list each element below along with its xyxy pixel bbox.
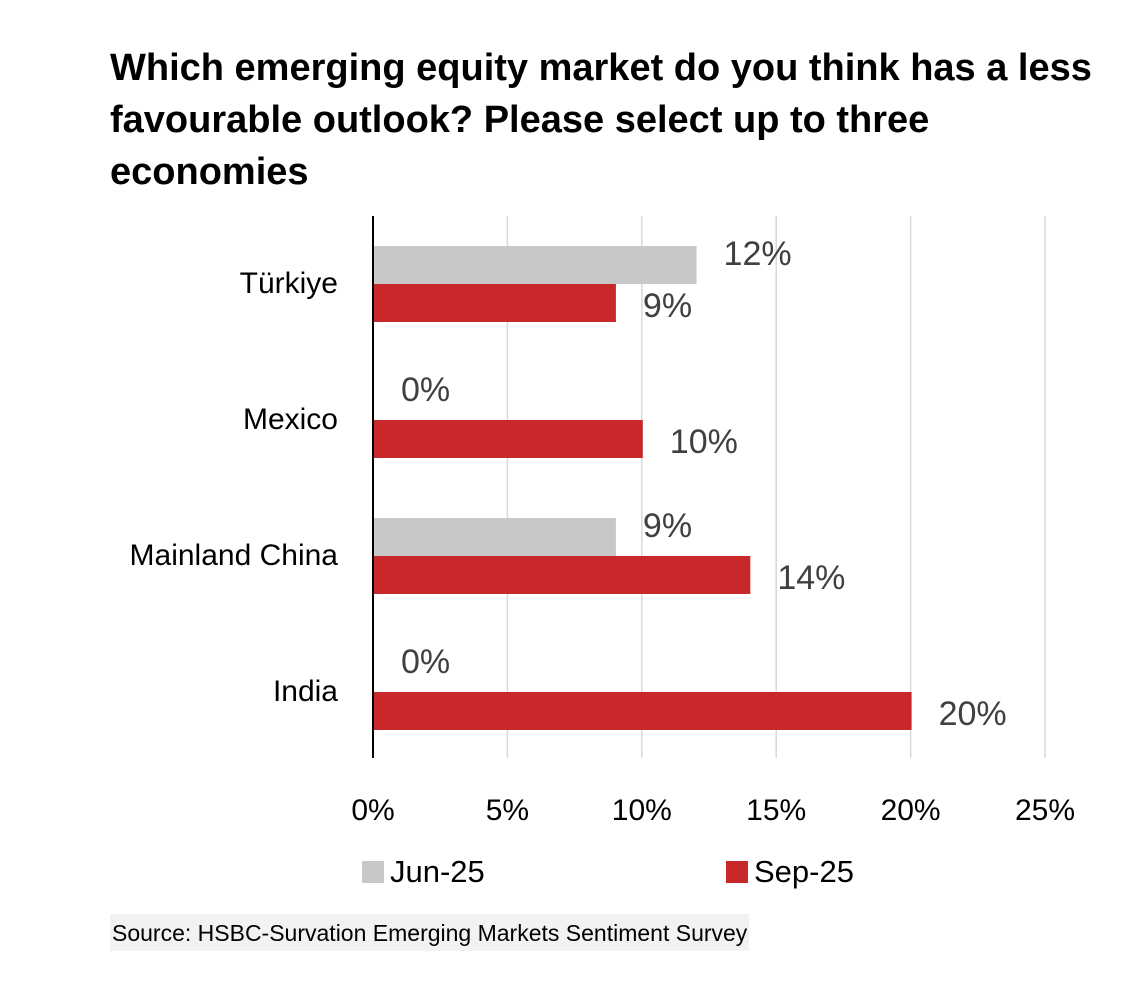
source-note: Source: HSBC-Survation Emerging Markets …	[110, 914, 750, 951]
data-label-jun-25-mainland-china: 9%	[643, 507, 692, 545]
bar-sep-25-india	[374, 692, 912, 730]
category-label-mexico: Mexico	[243, 403, 338, 436]
data-label-sep-25-india: 20%	[939, 695, 1007, 733]
x-tick-label-5: 5%	[486, 794, 529, 827]
chart-legend: Jun-25 Sep-25	[0, 852, 1134, 892]
data-label-jun-25-india: 0%	[401, 643, 450, 681]
chart-title: Which emerging equity market do you thin…	[110, 47, 1092, 193]
bar-sep-25-t-rkiye	[374, 284, 616, 322]
legend-swatch-sep25	[726, 861, 748, 883]
category-label-t-rkiye: Türkiye	[240, 267, 338, 300]
data-label-sep-25-t-rkiye: 9%	[643, 287, 692, 325]
category-label-mainland-china: Mainland China	[130, 539, 339, 572]
bar-jun-25-t-rkiye	[374, 246, 697, 284]
legend-swatch-jun25	[362, 861, 384, 883]
x-tick-label-15: 15%	[746, 794, 806, 827]
data-label-jun-25-mexico: 0%	[401, 371, 450, 409]
data-label-sep-25-mexico: 10%	[670, 423, 738, 461]
data-label-jun-25-t-rkiye: 12%	[724, 235, 792, 273]
x-tick-label-10: 10%	[612, 794, 672, 827]
x-tick-label-20: 20%	[881, 794, 941, 827]
legend-label-jun25: Jun-25	[390, 854, 485, 889]
bar-sep-25-mainland-china	[374, 556, 751, 594]
category-label-india: India	[273, 675, 338, 708]
legend-item-sep25: Sep-25	[726, 852, 854, 892]
legend-item-jun25: Jun-25	[362, 852, 485, 892]
bar-sep-25-mexico	[374, 420, 643, 458]
bar-jun-25-mainland-china	[374, 518, 616, 556]
x-tick-label-25: 25%	[1015, 794, 1075, 827]
legend-label-sep25: Sep-25	[754, 854, 854, 889]
data-label-sep-25-mainland-china: 14%	[777, 559, 845, 597]
x-tick-label-0: 0%	[351, 794, 394, 827]
